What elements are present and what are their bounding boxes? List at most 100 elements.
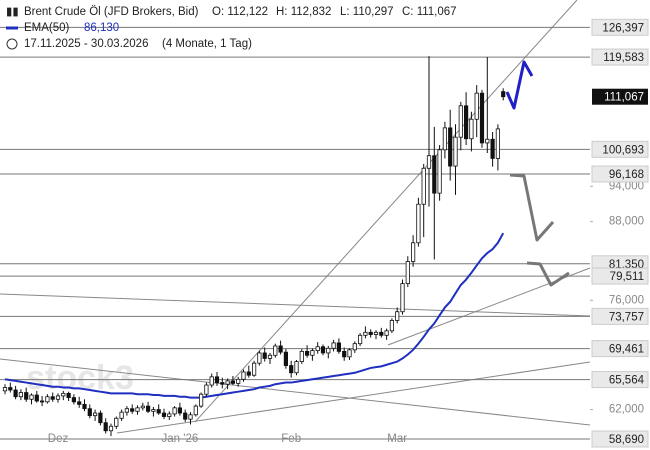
x-tick-label: Feb xyxy=(281,433,301,445)
candle-body xyxy=(45,396,50,403)
candle-body xyxy=(442,127,448,151)
level-label: 79,511 xyxy=(610,271,644,283)
candle-body xyxy=(283,351,289,366)
candle-body xyxy=(204,384,209,395)
candle-body xyxy=(34,394,39,402)
last-price-box xyxy=(592,88,648,105)
candle-body xyxy=(220,382,225,385)
level-box xyxy=(591,18,649,36)
candle-body xyxy=(103,422,108,432)
candle-body xyxy=(315,346,320,352)
candle-body xyxy=(167,413,172,417)
candle-body xyxy=(193,405,198,416)
trend-line xyxy=(0,293,591,317)
candle-body xyxy=(209,376,214,386)
candle-body xyxy=(501,91,506,98)
candle-body xyxy=(13,389,18,398)
x-tick-label: Jan '26 xyxy=(162,433,199,445)
projections xyxy=(505,60,570,287)
candle-body xyxy=(183,412,188,420)
candle-body xyxy=(40,400,45,403)
candle-body xyxy=(479,92,485,144)
trend-line xyxy=(116,361,591,434)
candle-body xyxy=(156,409,161,414)
candle-body xyxy=(172,407,177,415)
candle-body xyxy=(448,127,453,167)
candle-body xyxy=(151,409,156,412)
candle-body xyxy=(331,342,336,349)
clock-icon xyxy=(6,38,18,50)
candle-body xyxy=(236,378,241,384)
level-label: 100,693 xyxy=(602,144,644,156)
candle-body xyxy=(98,412,103,424)
level-label: 58,690 xyxy=(609,434,644,446)
y-tick-label: 76,000 xyxy=(609,294,644,306)
candle-body xyxy=(71,397,76,403)
candle-body xyxy=(474,92,479,120)
candle-body xyxy=(77,401,82,405)
candle-body xyxy=(437,149,442,194)
candle-body xyxy=(8,387,13,391)
candle-body xyxy=(66,392,71,398)
candle-body xyxy=(2,387,8,392)
level-box xyxy=(591,140,649,158)
level-box xyxy=(591,307,649,325)
candle-body xyxy=(140,405,145,409)
candle-body xyxy=(310,350,315,356)
candle-body xyxy=(124,408,129,413)
candle-body xyxy=(495,128,501,159)
trend-line xyxy=(194,0,578,423)
candle-body xyxy=(463,105,469,140)
level-label: 69,461 xyxy=(609,344,644,356)
candle-body xyxy=(320,346,326,354)
candle-body xyxy=(61,392,66,397)
candle-body xyxy=(342,350,347,358)
candle-body xyxy=(262,352,267,359)
candle-body xyxy=(352,343,357,351)
candle-body xyxy=(336,342,342,352)
level-box xyxy=(591,430,649,448)
candle-body xyxy=(214,376,220,383)
legend-value: 86,130 xyxy=(84,22,119,34)
candle-body xyxy=(108,425,114,432)
ohlc: O: 112,122 xyxy=(212,6,268,18)
ohlc: L: 110,297 xyxy=(340,6,394,18)
trend-line xyxy=(0,358,591,426)
candle-body xyxy=(289,365,294,374)
candle-body xyxy=(225,380,230,385)
candle-body xyxy=(267,354,273,359)
candle-body xyxy=(426,155,432,169)
candle-body xyxy=(389,320,395,332)
ohlc: H: 112,832 xyxy=(276,6,331,18)
candle-body xyxy=(246,371,251,376)
level-label: 126,397 xyxy=(602,22,644,34)
level-box xyxy=(591,371,649,389)
candle-body xyxy=(93,412,98,417)
candle-body xyxy=(421,167,426,205)
candle-body xyxy=(400,283,405,313)
level-box xyxy=(591,165,649,183)
candle-body xyxy=(490,138,495,159)
candle-body xyxy=(251,362,257,376)
candle-body xyxy=(384,330,389,336)
candle-body xyxy=(357,334,363,345)
y-tick-label: 88,000 xyxy=(609,216,644,228)
candle-body xyxy=(416,203,421,244)
candle-body xyxy=(257,352,262,364)
drawings xyxy=(0,0,591,434)
projection-arrow xyxy=(505,60,534,110)
candle-body xyxy=(363,331,368,336)
candle-body xyxy=(29,394,34,400)
candle-body xyxy=(55,395,61,400)
candle-body xyxy=(130,408,135,412)
legend-label: EMA(50) xyxy=(24,22,70,34)
candle-body xyxy=(304,350,310,356)
candle-body xyxy=(82,403,87,410)
candle-body xyxy=(24,392,29,400)
x-tick-label: Mar xyxy=(387,433,407,445)
candle-body xyxy=(278,345,283,353)
candle-body xyxy=(326,347,331,354)
candle-body xyxy=(453,136,458,167)
header: ▮▮ Brent Crude Öl (JFD Brokers, Bid) O: … xyxy=(6,6,457,50)
